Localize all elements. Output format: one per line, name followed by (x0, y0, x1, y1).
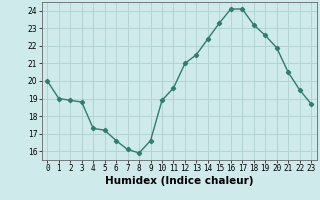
X-axis label: Humidex (Indice chaleur): Humidex (Indice chaleur) (105, 176, 253, 186)
